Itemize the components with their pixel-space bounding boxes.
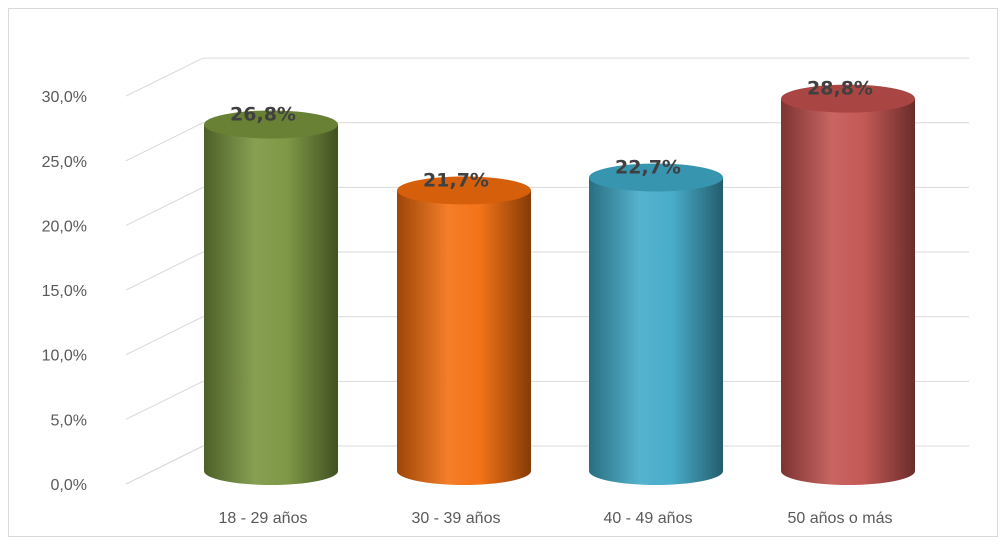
gridline-diagonal	[125, 122, 204, 162]
gridline-diagonal	[125, 57, 204, 97]
x-category-label: 30 - 39 años	[412, 510, 501, 527]
bar-top	[204, 110, 338, 139]
y-tick-label: 30,0%	[42, 89, 87, 106]
x-axis-categories: 18 - 29 años 30 - 39 años 40 - 49 años 50 a…	[219, 510, 893, 527]
data-label: 22,7%	[615, 156, 681, 178]
bars	[204, 84, 915, 485]
bar	[397, 190, 531, 485]
gridline-diagonal	[125, 380, 204, 420]
gridline-diagonal	[125, 251, 204, 291]
gridline-diagonal	[125, 316, 204, 356]
data-label: 28,8%	[807, 78, 873, 100]
chart-frame: 0,0% 5,0% 10,0% 15,0% 20,0% 25,0% 30,0% 18 - 2…	[8, 8, 998, 537]
bar-top	[781, 84, 915, 113]
gridline-diagonal	[125, 186, 204, 226]
y-tick-label: 5,0%	[51, 412, 87, 429]
y-tick-label: 20,0%	[42, 218, 87, 235]
bar	[781, 98, 915, 485]
bar	[589, 177, 723, 485]
data-label: 26,8%	[230, 103, 296, 125]
x-category-label: 50 años o más	[788, 510, 893, 527]
y-tick-label: 10,0%	[42, 348, 87, 365]
y-axis-floor	[125, 445, 204, 485]
y-axis-ticks: 0,0% 5,0% 10,0% 15,0% 20,0% 25,0% 30,0%	[42, 89, 87, 494]
data-labels: 26,8% 21,7% 22,7% 28,8%	[230, 78, 873, 192]
y-tick-label: 0,0%	[51, 477, 87, 494]
data-label: 21,7%	[423, 169, 489, 191]
bar	[204, 124, 338, 485]
y-tick-label: 15,0%	[42, 283, 87, 300]
bar-chart: 0,0% 5,0% 10,0% 15,0% 20,0% 25,0% 30,0% 18 - 2…	[42, 57, 969, 527]
x-category-label: 40 - 49 años	[604, 510, 693, 527]
y-tick-label: 25,0%	[42, 154, 87, 171]
bar-top	[397, 176, 531, 205]
x-category-label: 18 - 29 años	[219, 510, 308, 527]
bar-top	[589, 163, 723, 192]
